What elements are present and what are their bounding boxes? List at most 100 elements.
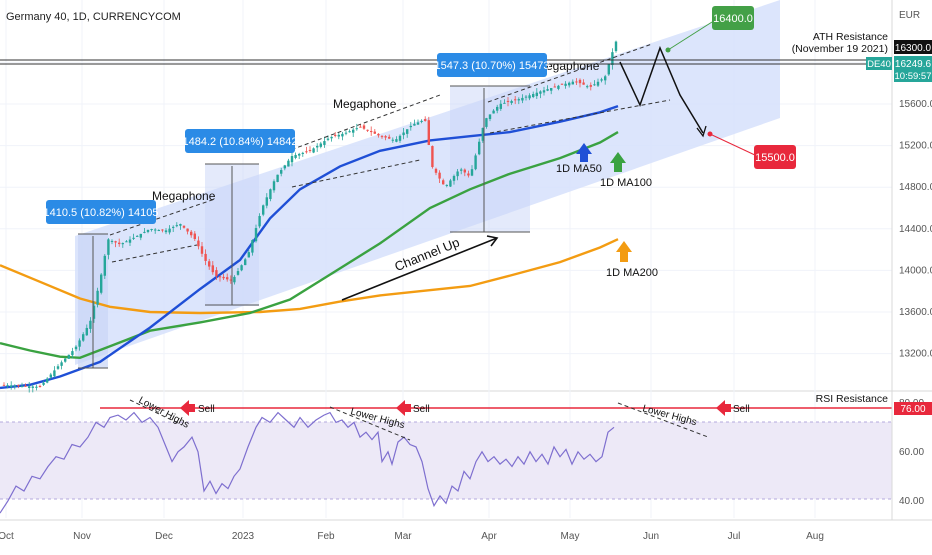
- sell-marker-3: Sell: [716, 400, 750, 416]
- time-tick-label: Oct: [0, 531, 14, 542]
- candle-body: [334, 134, 337, 136]
- candle-body: [222, 276, 225, 279]
- candle-body: [611, 52, 614, 65]
- target-low-text: 15500.0: [755, 152, 795, 164]
- candle-body: [568, 82, 571, 86]
- candle-body: [20, 385, 24, 387]
- time-tick-label: Nov: [73, 531, 91, 542]
- candle-body: [532, 93, 535, 98]
- ath-label: ATH Resistance: [813, 31, 888, 43]
- sell-marker-2: Sell: [396, 400, 430, 416]
- candle-body: [496, 106, 499, 111]
- candle-body: [395, 139, 398, 142]
- candle-body: [103, 255, 106, 276]
- candle-body: [571, 81, 574, 85]
- candle-body: [460, 169, 463, 171]
- candle-body: [370, 131, 373, 133]
- candle-body: [157, 230, 160, 232]
- candle-body: [258, 216, 261, 227]
- candle-body: [492, 110, 495, 114]
- candle-body: [352, 129, 355, 133]
- candle-body: [298, 153, 301, 156]
- candle-body: [499, 103, 502, 109]
- target-high-dot: [665, 47, 671, 53]
- candle-body: [197, 240, 200, 247]
- ma200-line: [0, 238, 619, 315]
- candle-body: [283, 165, 286, 169]
- candle-body: [139, 233, 142, 238]
- ma50-label: 1D MA50: [556, 163, 602, 175]
- candle-body: [24, 385, 27, 387]
- candle-body: [128, 239, 132, 243]
- candle-body: [377, 133, 380, 136]
- candle-body: [463, 169, 466, 173]
- price-tick-label: 14000.0: [899, 265, 932, 276]
- target-high-box: 16400.0: [712, 6, 754, 30]
- time-tick-label: 2023: [232, 531, 255, 542]
- measure-label-2: 1484.2 (10.84%) 14842: [183, 129, 298, 153]
- candle-body: [323, 141, 326, 145]
- rsi-tag-text: 76.00: [900, 404, 925, 415]
- symbol-title: Germany 40, 1D, CURRENCYCOM: [6, 11, 181, 23]
- candle-body: [226, 277, 229, 280]
- measure-text-2: 1484.2 (10.84%) 14842: [183, 136, 298, 148]
- currency-label: EUR: [899, 10, 920, 21]
- channel-up-arrowhead: [486, 235, 499, 247]
- megaphone-lines: [109, 43, 671, 263]
- megaphone-line: [489, 99, 671, 134]
- candle-body: [510, 100, 513, 104]
- candle-body: [154, 229, 157, 231]
- candle-body: [481, 127, 484, 141]
- sell-label-1: Sell: [198, 404, 215, 415]
- candle-body: [244, 259, 247, 266]
- projection-arrowhead: [696, 125, 707, 138]
- candle-body: [438, 172, 441, 179]
- candle-body: [578, 79, 582, 84]
- sell-label-2: Sell: [413, 404, 430, 415]
- candle-body: [355, 128, 358, 130]
- rsi-lower-highs-line: [129, 399, 183, 426]
- candle-body: [67, 354, 70, 359]
- projection-path: [619, 45, 704, 134]
- megaphone-label-1: Megaphone: [152, 189, 216, 203]
- candle-body: [312, 148, 315, 153]
- time-tick-label: Aug: [806, 531, 824, 542]
- candle-body: [168, 228, 171, 233]
- time-tick-label: Dec: [155, 531, 173, 542]
- candle-body: [604, 76, 607, 81]
- candle-body: [182, 225, 186, 228]
- candle-body: [434, 168, 438, 173]
- candle-body: [373, 131, 376, 134]
- symbol-tag-text: DE40: [867, 59, 891, 70]
- ma50-line: [0, 104, 619, 390]
- ma100-label: 1D MA100: [600, 177, 652, 189]
- target-high-text: 16400.0: [713, 13, 753, 25]
- candle-body: [229, 279, 232, 281]
- candle-body: [60, 362, 63, 366]
- candle-body: [388, 136, 391, 139]
- candle-body: [470, 169, 474, 176]
- candle-body: [474, 155, 477, 170]
- candle-body: [326, 138, 330, 140]
- candle-body: [204, 253, 207, 261]
- candle-body: [445, 184, 448, 186]
- candle-body: [456, 171, 459, 177]
- candle-body: [416, 122, 420, 125]
- candle-body: [521, 97, 524, 101]
- candle-body: [582, 82, 585, 85]
- candle-body: [409, 125, 412, 128]
- ma200-arrow: [616, 241, 632, 262]
- megaphone-line: [487, 43, 653, 103]
- rsi-tick-label: 60.00: [899, 447, 924, 458]
- candle-body: [294, 154, 297, 158]
- price-tag-countdown: 10:59:57: [895, 71, 932, 82]
- rsi-tick-label: 40.00: [899, 496, 924, 507]
- rsi-resistance-label: RSI Resistance: [816, 393, 889, 405]
- candle-body: [13, 385, 16, 387]
- candle-body: [546, 89, 549, 91]
- price-tag-last: 16249.6 10:59:57: [894, 56, 932, 82]
- candle-body: [600, 79, 603, 81]
- candle-body: [319, 143, 322, 147]
- price-axis: EUR: [891, 0, 920, 520]
